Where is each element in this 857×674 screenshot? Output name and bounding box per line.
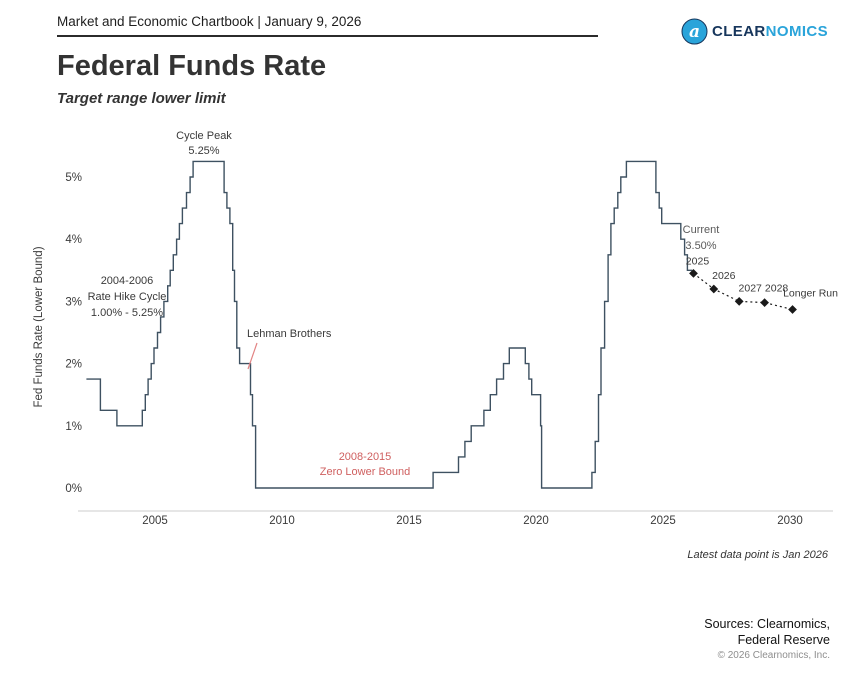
page-title: Federal Funds Rate [57, 50, 327, 82]
clearnomics-logo: a CLEARNOMICS [681, 18, 828, 45]
x-tick-label: 2020 [523, 515, 549, 527]
sources-note: Sources: Clearnomics, Federal Reserve [704, 617, 830, 648]
projection-year-label: 2026 [712, 270, 736, 282]
projection-dot [788, 305, 797, 314]
annotation-cycle-peak: 5.25% [188, 145, 219, 157]
annotation-lehman: Lehman Brothers [247, 328, 332, 340]
page-subtitle: Target range lower limit [57, 90, 226, 107]
logo-wordmark-nomics: NOMICS [765, 23, 829, 40]
logo-letter: a [689, 22, 700, 42]
copyright-note: © 2026 Clearnomics, Inc. [717, 650, 830, 661]
y-tick-label: 2% [65, 359, 82, 371]
x-tick-label: 2005 [142, 515, 168, 527]
sources-line-1: Sources: Clearnomics, [704, 617, 830, 631]
annotation-rate-hike: Rate Hike Cycle [88, 291, 167, 303]
projection-dot [760, 298, 769, 308]
annotation-rate-hike: 1.00% - 5.25% [91, 307, 163, 319]
x-tick-label: 2030 [777, 515, 803, 527]
projection-year-label: 2025 [686, 255, 710, 267]
annotation-cycle-peak: Cycle Peak [176, 130, 232, 142]
projection-year-label: 2027 [739, 282, 763, 294]
chartbook-header: Market and Economic Chartbook | January … [57, 14, 362, 29]
clearnomics-logo-icon: a [681, 18, 708, 45]
projection-dot [734, 297, 744, 306]
x-tick-label: 2015 [396, 515, 422, 527]
y-tick-label: 0% [65, 483, 82, 495]
latest-data-note: Latest data point is Jan 2026 [687, 549, 828, 561]
annotation-current: Current [683, 224, 720, 236]
annotation-current: 3.50% [685, 240, 716, 252]
logo-wordmark: CLEARNOMICS [712, 23, 828, 40]
x-tick-label: 2025 [650, 515, 676, 527]
projection-year-label: 2028 [765, 283, 789, 295]
y-tick-label: 3% [65, 296, 82, 308]
x-tick-label: 2010 [269, 515, 295, 527]
y-axis-title: Fed Funds Rate (Lower Bound) [33, 246, 45, 407]
fed-funds-rate-chart: 0% 1% 2% 3% 4% 5% 2005 2010 2015 2020 2025 2030 Fed … [33, 130, 838, 527]
y-tick-label: 1% [65, 421, 82, 433]
annotation-rate-hike: 2004-2006 [101, 275, 154, 287]
fed-funds-step-line [86, 160, 693, 489]
header-divider [57, 35, 598, 37]
sources-line-2: Federal Reserve [737, 632, 830, 647]
y-tick-label: 5% [65, 172, 82, 184]
logo-wordmark-clear: CLEAR [712, 23, 766, 40]
lehman-pointer-line [247, 342, 258, 370]
y-tick-label: 4% [65, 234, 82, 246]
annotation-zero-bound: 2008-2015 [339, 451, 392, 463]
annotation-zero-bound: Zero Lower Bound [320, 466, 411, 478]
projection-year-label: Longer Run [783, 287, 838, 299]
